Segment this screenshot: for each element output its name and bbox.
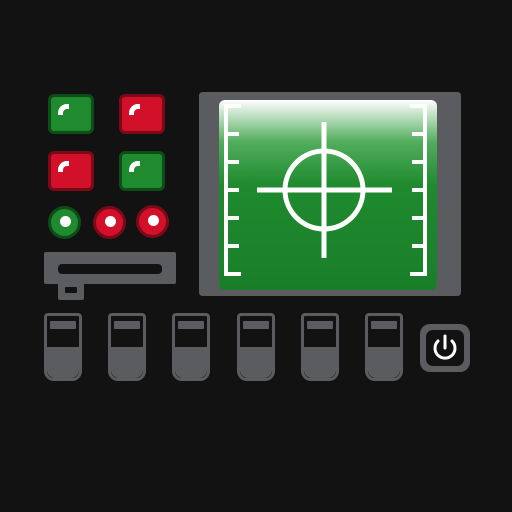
led-glint-icon — [60, 216, 71, 227]
glint-icon — [129, 104, 140, 115]
card-slot[interactable] — [58, 264, 162, 274]
glint-icon — [129, 161, 140, 172]
lever-5[interactable] — [301, 313, 339, 381]
led-light-red-1 — [93, 206, 126, 239]
indicator-button-top-right[interactable] — [119, 94, 165, 134]
power-icon — [433, 334, 457, 360]
glint-icon — [58, 104, 69, 115]
left-scale — [224, 104, 241, 276]
lever-3[interactable] — [172, 313, 210, 381]
right-scale — [410, 104, 427, 276]
lever-6[interactable] — [365, 313, 403, 381]
led-light-green — [48, 206, 81, 239]
power-button[interactable] — [418, 322, 472, 374]
led-glint-icon — [148, 215, 159, 226]
indicator-button-top-left[interactable] — [48, 94, 94, 134]
crosshair-icon — [257, 122, 392, 258]
lever-1[interactable] — [44, 313, 82, 381]
glint-icon — [58, 161, 69, 172]
led-light-red-2 — [136, 205, 169, 238]
led-glint-icon — [105, 216, 116, 227]
indicator-button-mid-right[interactable] — [119, 151, 165, 191]
indicator-button-mid-left[interactable] — [48, 151, 94, 191]
card-slot-unit — [44, 252, 176, 300]
targeting-monitor — [199, 92, 461, 296]
lever-2[interactable] — [108, 313, 146, 381]
lever-4[interactable] — [237, 313, 275, 381]
screen-display — [219, 100, 437, 290]
